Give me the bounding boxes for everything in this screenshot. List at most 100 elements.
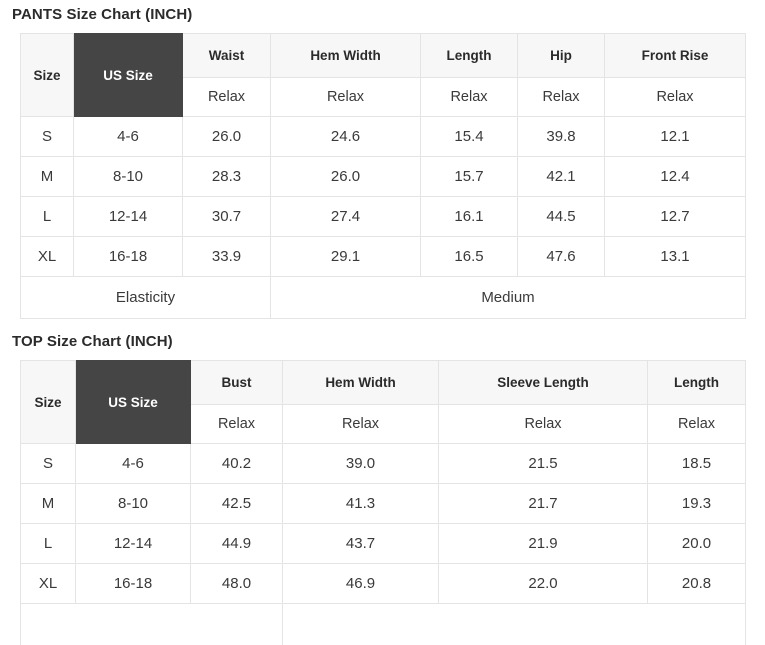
top-cell-hem-width: 46.9 [282,563,439,604]
pants-cell-hip: 42.1 [517,156,605,197]
top-cell-sleeve-length: 22.0 [438,563,648,604]
pants-cell-us-size: 12-14 [73,196,183,237]
top-subheader-bust: Relax [190,404,283,444]
pants-header-row-primary: Size US Size Waist Hem Width Length Hip … [20,33,746,117]
pants-cell-hem-width: 24.6 [270,116,421,157]
pants-subheader-hem-width: Relax [270,77,421,117]
pants-cell-size: L [20,196,74,237]
table-row: L 12-14 44.9 43.7 21.9 20.0 [20,523,746,564]
top-chart-title: TOP Size Chart (INCH) [12,333,173,350]
pants-size-table: Size US Size Waist Hem Width Length Hip … [20,33,746,319]
table-row: S 4-6 26.0 24.6 15.4 39.8 12.1 [20,116,746,157]
pants-cell-length: 16.5 [420,236,518,277]
top-cell-us-size: 16-18 [75,563,191,604]
pants-elasticity-row: Elasticity Medium [20,276,746,319]
top-cell-bust: 48.0 [190,563,283,604]
pants-elasticity-label: Elasticity [20,276,271,319]
top-partial-cell-left [20,603,283,645]
pants-cell-waist: 28.3 [182,156,271,197]
pants-cell-hem-width: 26.0 [270,156,421,197]
pants-cell-hip: 44.5 [517,196,605,237]
top-header-row-sub: Relax Relax Relax Relax [21,404,746,444]
top-header-length: Length [647,360,746,405]
top-subheader-length: Relax [647,404,746,444]
pants-cell-length: 16.1 [420,196,518,237]
pants-subheader-hip: Relax [517,77,605,117]
pants-header-hem-width: Hem Width [270,33,421,78]
top-header-row-primary: Size US Size Bust Hem Width Sleeve Lengt… [20,360,746,444]
pants-cell-size: M [20,156,74,197]
top-partial-cell-right [282,603,746,645]
pants-elasticity-value: Medium [270,276,746,319]
pants-cell-waist: 26.0 [182,116,271,157]
pants-cell-front-rise: 12.1 [604,116,746,157]
pants-cell-front-rise: 12.4 [604,156,746,197]
top-cell-hem-width: 43.7 [282,523,439,564]
pants-header-length: Length [420,33,518,78]
pants-cell-size: S [20,116,74,157]
table-row: XL 16-18 48.0 46.9 22.0 20.8 [20,563,746,604]
top-cell-bust: 42.5 [190,483,283,524]
pants-header-size: Size [20,33,74,117]
top-title-gap [0,350,765,360]
pants-header-hip: Hip [517,33,605,78]
pants-table-wrap: Size US Size Waist Hem Width Length Hip … [0,33,765,319]
top-cell-size: L [20,523,76,564]
top-cell-bust: 40.2 [190,443,283,484]
pants-subheader-length: Relax [420,77,518,117]
pants-cell-hip: 47.6 [517,236,605,277]
pants-cell-hem-width: 27.4 [270,196,421,237]
pants-cell-waist: 33.9 [182,236,271,277]
pants-cell-length: 15.7 [420,156,518,197]
top-cell-size: S [20,443,76,484]
pants-cell-length: 15.4 [420,116,518,157]
pants-header-us-size: US Size [73,33,183,117]
top-cell-sleeve-length: 21.9 [438,523,648,564]
top-header-hem-width: Hem Width [282,360,439,405]
pants-cell-waist: 30.7 [182,196,271,237]
table-row: S 4-6 40.2 39.0 21.5 18.5 [20,443,746,484]
top-cell-us-size: 12-14 [75,523,191,564]
pants-cell-hem-width: 29.1 [270,236,421,277]
pants-title-gap [0,23,765,33]
top-cell-length: 20.8 [647,563,746,604]
pants-cell-hip: 39.8 [517,116,605,157]
top-cell-hem-width: 39.0 [282,443,439,484]
pants-cell-front-rise: 12.7 [604,196,746,237]
top-partial-row [20,603,746,645]
pants-cell-size: XL [20,236,74,277]
top-subheader-sleeve-length: Relax [438,404,648,444]
between-tables-gap [0,319,765,333]
top-cell-hem-width: 41.3 [282,483,439,524]
top-cell-sleeve-length: 21.5 [438,443,648,484]
top-subheader-hem-width: Relax [282,404,439,444]
top-cell-length: 20.0 [647,523,746,564]
pants-header-waist: Waist [182,33,271,78]
top-header-size: Size [20,360,76,444]
top-cell-length: 18.5 [647,443,746,484]
top-size-table: Size US Size Bust Hem Width Sleeve Lengt… [20,360,746,645]
top-cell-size: M [20,483,76,524]
top-cell-sleeve-length: 21.7 [438,483,648,524]
table-row: XL 16-18 33.9 29.1 16.5 47.6 13.1 [20,236,746,277]
table-row: L 12-14 30.7 27.4 16.1 44.5 12.7 [20,196,746,237]
pants-header-front-rise: Front Rise [604,33,746,78]
pants-chart-title: PANTS Size Chart (INCH) [12,6,193,23]
pants-cell-us-size: 4-6 [73,116,183,157]
pants-cell-us-size: 8-10 [73,156,183,197]
top-header-bust: Bust [190,360,283,405]
pants-cell-front-rise: 13.1 [604,236,746,277]
pants-header-row-sub: Relax Relax Relax Relax Relax [21,77,746,117]
top-cell-bust: 44.9 [190,523,283,564]
top-cell-size: XL [20,563,76,604]
top-cell-us-size: 8-10 [75,483,191,524]
pants-cell-us-size: 16-18 [73,236,183,277]
table-row: M 8-10 28.3 26.0 15.7 42.1 12.4 [20,156,746,197]
table-row: M 8-10 42.5 41.3 21.7 19.3 [20,483,746,524]
pants-subheader-waist: Relax [182,77,271,117]
top-header-us-size: US Size [75,360,191,444]
pants-subheader-front-rise: Relax [604,77,746,117]
top-cell-length: 19.3 [647,483,746,524]
top-table-wrap: Size US Size Bust Hem Width Sleeve Lengt… [0,360,765,645]
